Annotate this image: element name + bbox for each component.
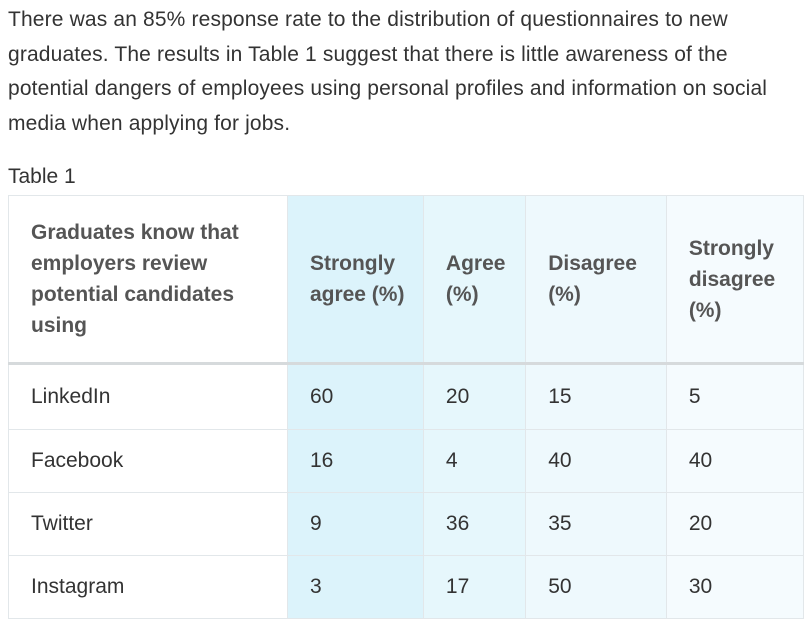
cell-strongly-agree: 3	[286, 555, 424, 619]
cell-agree: 36	[422, 492, 527, 556]
cell-strongly-agree: 9	[286, 492, 424, 556]
row-label-twitter: Twitter	[8, 492, 288, 556]
header-strongly-disagree: Strongly disagree (%)	[665, 195, 805, 365]
table-row: Facebook 16 4 40 40	[8, 429, 805, 493]
header-strongly-agree: Strongly agree (%)	[286, 195, 424, 365]
table-header-row: Graduates know that employers review pot…	[8, 195, 805, 365]
row-label-facebook: Facebook	[8, 429, 288, 493]
table-row: Twitter 9 36 35 20	[8, 492, 805, 556]
row-label-linkedin: LinkedIn	[8, 363, 288, 430]
cell-strongly-disagree: 40	[665, 429, 805, 493]
header-disagree: Disagree (%)	[525, 195, 667, 365]
cell-agree: 4	[422, 429, 527, 493]
table-row: Instagram 3 17 50 30	[8, 555, 805, 619]
survey-results-table: Graduates know that employers review pot…	[8, 195, 805, 619]
header-graduates-know: Graduates know that employers review pot…	[8, 195, 288, 365]
table-row: LinkedIn 60 20 15 5	[8, 363, 805, 430]
cell-disagree: 35	[525, 492, 667, 556]
header-agree: Agree (%)	[422, 195, 527, 365]
row-label-instagram: Instagram	[8, 555, 288, 619]
cell-strongly-disagree: 30	[665, 555, 805, 619]
cell-agree: 20	[422, 363, 527, 430]
cell-strongly-disagree: 5	[665, 363, 805, 430]
cell-disagree: 15	[525, 363, 667, 430]
cell-agree: 17	[422, 555, 527, 619]
cell-strongly-agree: 60	[286, 363, 424, 430]
cell-strongly-disagree: 20	[665, 492, 805, 556]
cell-disagree: 40	[525, 429, 667, 493]
cell-disagree: 50	[525, 555, 667, 619]
table-caption: Table 1	[8, 165, 76, 188]
cell-strongly-agree: 16	[286, 429, 424, 493]
intro-paragraph: There was an 85% response rate to the di…	[8, 8, 768, 135]
